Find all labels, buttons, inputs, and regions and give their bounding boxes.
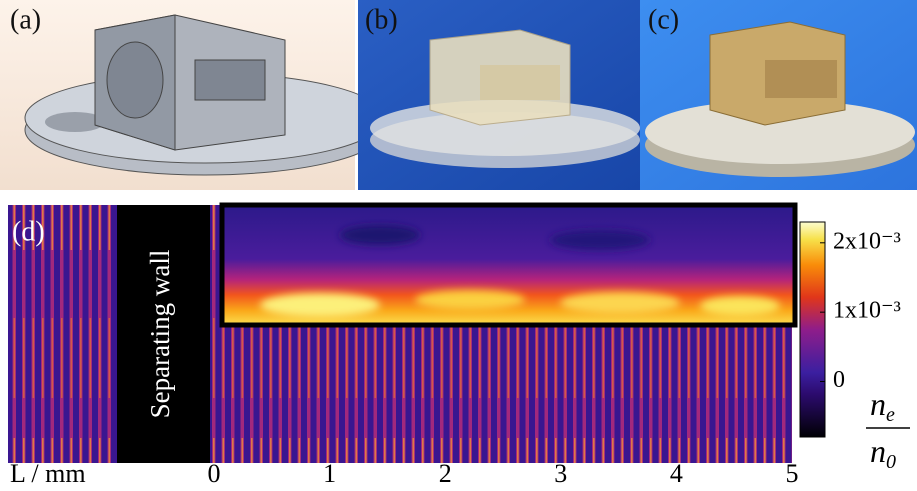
panel-label: (d): [12, 216, 45, 247]
colorbar: [800, 222, 825, 437]
x-tick-label: 2: [439, 459, 452, 488]
x-tick-label: 0: [208, 459, 221, 488]
panel-label: (a): [10, 4, 41, 35]
figure: (a) (b) (c) Separating wall (d) L / mm n…: [0, 0, 917, 491]
panel-label: (b): [365, 4, 398, 35]
x-tick-label: 5: [786, 459, 799, 488]
cad-circle: [107, 42, 163, 118]
wall-label: Separating wall: [145, 250, 175, 419]
colorbar-numerator: ne: [870, 386, 895, 425]
colorbar-tick-label: 2x10⁻³: [833, 228, 901, 254]
colorbar-denominator: n0: [870, 433, 896, 472]
x-axis-label: L / mm: [10, 459, 86, 488]
panel-label: (c): [648, 4, 679, 35]
colorbar-tick-label: 1x10⁻³: [833, 298, 901, 324]
colorbar-tick-label: 0: [833, 367, 845, 393]
x-tick-label: 3: [554, 459, 567, 488]
cad-window: [195, 60, 265, 100]
photo-window: [765, 60, 837, 98]
x-tick-label: 1: [323, 459, 336, 488]
x-tick-label: 4: [670, 459, 683, 488]
colorbar-label: ne n0: [866, 386, 910, 472]
inset: [222, 205, 795, 325]
photo-window: [480, 65, 560, 100]
